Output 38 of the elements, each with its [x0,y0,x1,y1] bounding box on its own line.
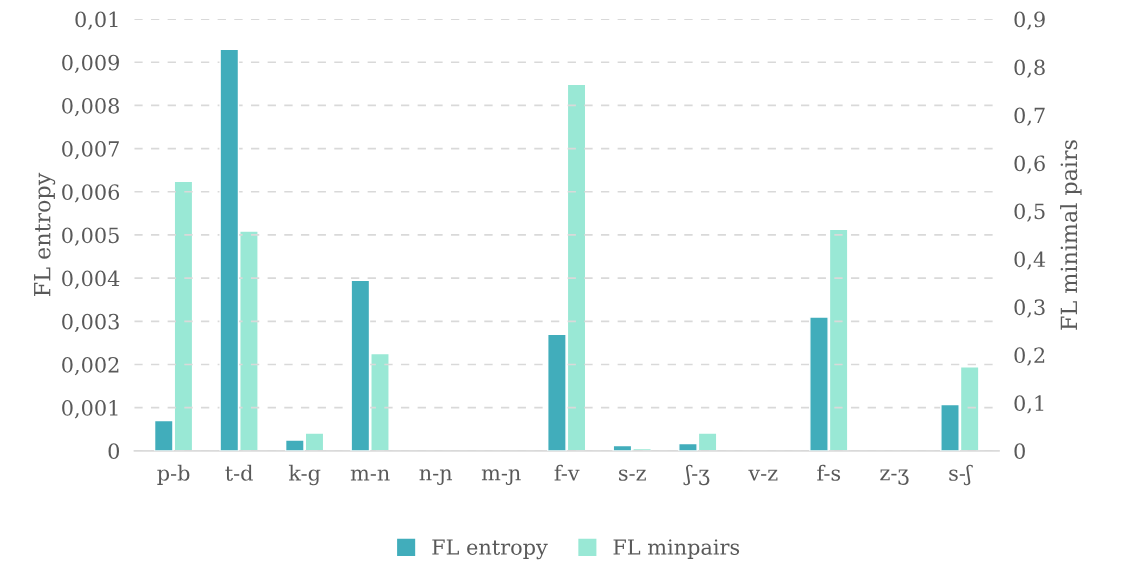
x-tick-label: ʃ-ʒ [683,464,710,486]
y-axis-title: FL entropy [34,172,56,296]
y-tick-label: 0,004 [62,270,120,289]
x-tick-label: t-d [225,464,253,481]
y-tick-label: 0,008 [62,97,119,117]
x-tick-label: m-n [350,469,390,481]
y-tick-label: 0,01 [75,11,118,30]
y2-tick-label: 0,8 [1014,59,1045,78]
legend-label: FL minpairs [613,539,740,559]
x-tick-label: f-s [817,464,841,481]
y-tick-label: 0,001 [62,400,118,419]
y-tick-label: 0,009 [62,54,119,73]
x-tick-label: f-v [554,464,580,481]
x-tick-label: n-ɲ [419,469,453,485]
y-tick-label: 0,002 [62,356,119,376]
y2-tick-label: 0,9 [1014,11,1045,30]
x-tick-label: s-z [619,469,646,481]
y2-tick-label: 0,4 [1014,251,1046,270]
x-tick-label: p-b [157,464,190,485]
y2-tick-label: 0,6 [1014,155,1045,174]
legend-label: FL entropy [432,539,548,560]
y-tick-label: 0,005 [62,227,119,246]
y2-tick-label: 0,5 [1014,203,1045,222]
x-tick-label: z-ʒ [880,469,909,485]
y2-axis-title: FL minimal pairs [1060,140,1082,330]
x-tick-label: s-ʃ [949,464,973,486]
y2-tick-label: 0,3 [1014,299,1045,318]
y-tick-label: 0,006 [62,184,120,203]
x-tick-label: k-g [288,464,321,486]
y2-tick-label: 0,7 [1014,107,1045,126]
y-tick-label: 0,003 [62,313,119,333]
y2-tick-label: 0,2 [1014,347,1045,366]
y2-tick-label: 0 [1014,443,1025,460]
y-tick-label: 0 [108,443,120,460]
y-tick-label: 0,007 [62,141,119,160]
x-tick-label: m-ɲ [481,469,521,485]
x-tick-label: v-z [748,469,778,481]
y2-tick-label: 0,1 [1014,395,1044,414]
